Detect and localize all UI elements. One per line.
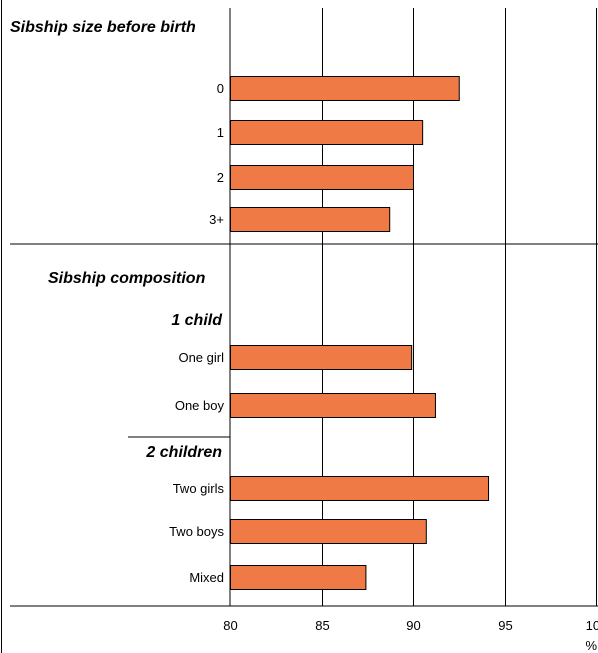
x-axis-unit: %: [585, 638, 597, 653]
bars: [230, 76, 490, 590]
bar: [230, 76, 460, 101]
x-tick-label: 85: [315, 618, 329, 633]
bar: [230, 345, 413, 370]
labels: 80 85 90 95 100% Sibship size before birth 0 1 2…: [10, 19, 598, 653]
category-label: Mixed: [189, 570, 224, 585]
subgroup-title: 1 child: [171, 312, 223, 329]
x-tick-label: 100: [586, 618, 598, 633]
bar: [230, 476, 490, 501]
category-label: 1: [217, 125, 224, 140]
category-label: Two boys: [169, 524, 224, 539]
subgroup-title: 2 children: [145, 444, 222, 461]
section-title: Sibship composition: [48, 270, 206, 287]
bar: [230, 565, 367, 590]
x-tick-label: 90: [406, 618, 420, 633]
category-label: Two girls: [173, 481, 225, 496]
x-tick-label: 80: [223, 618, 237, 633]
category-label: 0: [217, 81, 224, 96]
section-title: Sibship size before birth: [10, 19, 196, 36]
category-label: 3+: [209, 212, 224, 227]
category-label: One girl: [178, 350, 224, 365]
bar: [230, 165, 414, 190]
category-label: One boy: [175, 398, 225, 413]
category-label: 2: [217, 170, 224, 185]
bar: [230, 393, 436, 418]
bar: [230, 519, 427, 544]
bar: [230, 120, 424, 145]
x-tick-label: 95: [498, 618, 512, 633]
gridlines: [322, 8, 597, 606]
bar: [230, 207, 391, 232]
